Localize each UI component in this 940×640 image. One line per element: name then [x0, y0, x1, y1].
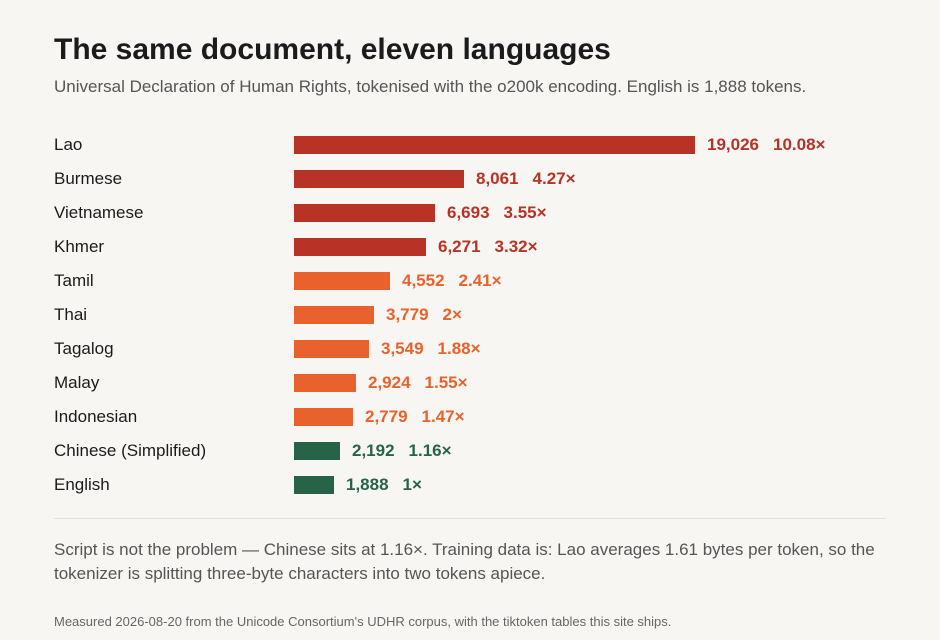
- bar-value-labels: 4,552 2.41×: [402, 264, 502, 298]
- value-label: 2,192: [352, 441, 395, 460]
- category-label: Khmer: [54, 230, 104, 264]
- value-label: 3,779: [386, 305, 429, 324]
- bar: [294, 136, 695, 154]
- category-label: Tamil: [54, 264, 94, 298]
- bar-chart: Lao 19,026 10.08× Burmese 8,061 4.27× Vietname…: [54, 128, 886, 502]
- bar: [294, 238, 426, 256]
- bar-row: Chinese (Simplified) 2,192 1.16×: [54, 434, 886, 468]
- value-label: 3,549: [381, 339, 424, 358]
- bar-row: Malay 2,924 1.55×: [54, 366, 886, 400]
- bar-row: Tagalog 3,549 1.88×: [54, 332, 886, 366]
- category-label: Thai: [54, 298, 87, 332]
- value-label: 1,888: [346, 475, 389, 494]
- footer-source: Measured 2026-08-20 from the Unicode Con…: [54, 614, 886, 630]
- bar-row: Khmer 6,271 3.32×: [54, 230, 886, 264]
- bar-value-labels: 6,271 3.32×: [438, 230, 538, 264]
- ratio-label: 1.16×: [409, 441, 452, 460]
- chart-subtitle: Universal Declaration of Human Rights, t…: [54, 76, 886, 98]
- bar-value-labels: 2,779 1.47×: [365, 400, 465, 434]
- category-label: Vietnamese: [54, 196, 143, 230]
- category-label: Tagalog: [54, 332, 114, 366]
- chart-note: Script is not the problem — Chinese sits…: [54, 538, 886, 586]
- value-label: 6,693: [447, 203, 490, 222]
- category-label: English: [54, 468, 110, 502]
- value-label: 2,779: [365, 407, 408, 426]
- bar: [294, 340, 369, 358]
- value-label: 4,552: [402, 271, 445, 290]
- chart-title: The same document, eleven languages: [54, 32, 886, 68]
- bar: [294, 442, 340, 460]
- category-label: Indonesian: [54, 400, 137, 434]
- bar-value-labels: 3,549 1.88×: [381, 332, 481, 366]
- category-label: Burmese: [54, 162, 122, 196]
- bar-value-labels: 2,192 1.16×: [352, 434, 452, 468]
- bar: [294, 476, 334, 494]
- ratio-label: 1.47×: [422, 407, 465, 426]
- bar-row: Burmese 8,061 4.27×: [54, 162, 886, 196]
- bar-value-labels: 8,061 4.27×: [476, 162, 576, 196]
- ratio-label: 10.08×: [773, 135, 825, 154]
- bar-value-labels: 1,888 1×: [346, 468, 422, 502]
- bar-row: Indonesian 2,779 1.47×: [54, 400, 886, 434]
- category-label: Lao: [54, 128, 82, 162]
- value-label: 2,924: [368, 373, 411, 392]
- bar-value-labels: 19,026 10.08×: [707, 128, 825, 162]
- ratio-label: 3.55×: [504, 203, 547, 222]
- bar-row: English 1,888 1×: [54, 468, 886, 502]
- ratio-label: 4.27×: [533, 169, 576, 188]
- ratio-label: 1.55×: [425, 373, 468, 392]
- bar: [294, 408, 353, 426]
- bar-value-labels: 6,693 3.55×: [447, 196, 547, 230]
- category-label: Chinese (Simplified): [54, 434, 206, 468]
- bar-row: Vietnamese 6,693 3.55×: [54, 196, 886, 230]
- bar: [294, 306, 374, 324]
- bar: [294, 170, 464, 188]
- bar: [294, 204, 435, 222]
- value-label: 19,026: [707, 135, 759, 154]
- bar-row: Lao 19,026 10.08×: [54, 128, 886, 162]
- bar: [294, 272, 390, 290]
- divider: [54, 518, 886, 519]
- ratio-label: 1.88×: [438, 339, 481, 358]
- ratio-label: 2×: [443, 305, 462, 324]
- bar-row: Thai 3,779 2×: [54, 298, 886, 332]
- bar-value-labels: 3,779 2×: [386, 298, 462, 332]
- value-label: 6,271: [438, 237, 481, 256]
- bar-value-labels: 2,924 1.55×: [368, 366, 468, 400]
- value-label: 8,061: [476, 169, 519, 188]
- ratio-label: 2.41×: [459, 271, 502, 290]
- ratio-label: 1×: [403, 475, 422, 494]
- bar: [294, 374, 356, 392]
- category-label: Malay: [54, 366, 99, 400]
- bar-row: Tamil 4,552 2.41×: [54, 264, 886, 298]
- ratio-label: 3.32×: [495, 237, 538, 256]
